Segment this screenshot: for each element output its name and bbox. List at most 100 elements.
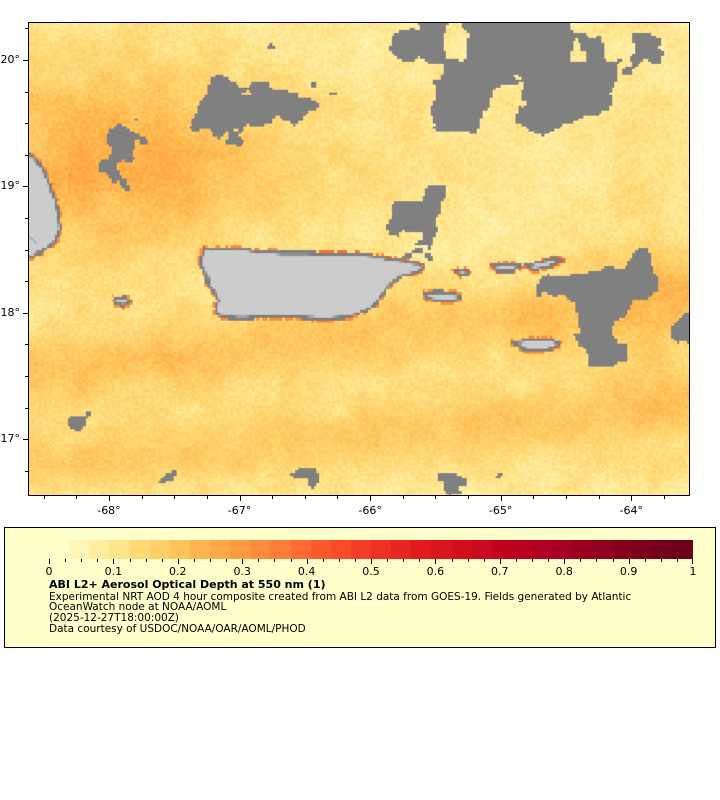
- colorbar[interactable]: [49, 540, 693, 559]
- y-tick-minor: [25, 123, 28, 124]
- colorbar-tick-minor: [97, 559, 98, 562]
- y-tick-minor: [25, 155, 28, 156]
- x-tick-minor: [664, 496, 665, 499]
- legend-credit: Data courtesy of USDOC/NOAA/OAR/AOML/PHO…: [49, 623, 306, 635]
- colorbar-tick-minor: [532, 559, 533, 562]
- x-tick-minor: [44, 496, 45, 499]
- colorbar-tick-minor: [516, 559, 517, 562]
- colorbar-tick-minor: [210, 559, 211, 562]
- colorbar-tick-minor: [291, 559, 292, 562]
- y-tick-minor: [25, 471, 28, 472]
- colorbar-tick-minor: [258, 559, 259, 562]
- colorbar-tick-major: [564, 559, 565, 564]
- legend-timestamp: (2025-12-27T18:00:00Z): [49, 612, 179, 624]
- y-tick-minor: [25, 376, 28, 377]
- legend-panel: 0 0.1 0.2 0.3 0.4 0.5 0.6 0.7 0.8 0.9 1 ABI L2+ Ae…: [4, 527, 716, 648]
- colorbar-tick-minor: [613, 559, 614, 562]
- y-tick-minor: [25, 408, 28, 409]
- aod-raster-canvas: [29, 23, 689, 495]
- colorbar-tick-minor: [452, 559, 453, 562]
- x-tick-major: [240, 496, 241, 501]
- x-axis-label: -64°: [619, 504, 643, 517]
- y-tick-major: [23, 60, 28, 61]
- colorbar-tick-major: [113, 559, 114, 564]
- colorbar-tick-label: 0.2: [169, 565, 187, 578]
- colorbar-tick-minor: [548, 559, 549, 562]
- colorbar-tick-minor: [645, 559, 646, 562]
- map-plot-area[interactable]: [28, 22, 690, 496]
- colorbar-tick-minor: [580, 559, 581, 562]
- x-tick-major: [501, 496, 502, 501]
- x-axis-label: -67°: [227, 504, 252, 517]
- colorbar-tick-minor: [339, 559, 340, 562]
- x-tick-major: [109, 496, 110, 501]
- x-tick-minor: [599, 496, 600, 499]
- y-tick-major: [23, 186, 28, 187]
- x-axis-label: -66°: [358, 504, 382, 517]
- x-axis-label: -65°: [488, 504, 513, 517]
- y-tick-minor: [25, 344, 28, 345]
- colorbar-tick-label: 0.9: [619, 565, 638, 578]
- colorbar-tick-minor: [661, 559, 662, 562]
- y-tick-major: [23, 313, 28, 314]
- colorbar-tick-label: 0.3: [233, 565, 251, 578]
- x-tick-minor: [272, 496, 273, 499]
- colorbar-tick-minor: [130, 559, 131, 562]
- colorbar-tick-minor: [387, 559, 388, 562]
- colorbar-tick-minor: [403, 559, 404, 562]
- colorbar-tick-minor: [81, 559, 82, 562]
- colorbar-tick-major: [307, 559, 308, 564]
- colorbar-tick-label: 0.7: [491, 565, 509, 578]
- colorbar-tick-minor: [419, 559, 420, 562]
- colorbar-tick-major: [629, 559, 630, 564]
- x-tick-minor: [435, 496, 436, 499]
- y-tick-minor: [25, 28, 28, 29]
- x-tick-minor: [174, 496, 175, 499]
- x-tick-minor: [207, 496, 208, 499]
- colorbar-tick-label: 0.6: [426, 565, 445, 578]
- colorbar-gradient: [49, 540, 693, 559]
- x-tick-minor: [142, 496, 143, 499]
- colorbar-tick-label: 0.8: [555, 565, 573, 578]
- y-tick-major: [23, 439, 28, 440]
- colorbar-tick-minor: [484, 559, 485, 562]
- colorbar-tick-major: [371, 559, 372, 564]
- colorbar-tick-label: 0.5: [362, 565, 380, 578]
- x-tick-minor: [403, 496, 404, 499]
- y-axis-label: 19°: [0, 179, 21, 193]
- x-tick-minor: [76, 496, 77, 499]
- colorbar-tick-minor: [146, 559, 147, 562]
- x-tick-major: [631, 496, 632, 501]
- x-tick-minor: [337, 496, 338, 499]
- colorbar-tick-minor: [468, 559, 469, 562]
- y-tick-minor: [25, 250, 28, 251]
- colorbar-tick-minor: [65, 559, 66, 562]
- legend-title: ABI L2+ Aerosol Optical Depth at 550 nm …: [49, 578, 326, 591]
- x-tick-major: [370, 496, 371, 501]
- x-tick-minor: [305, 496, 306, 499]
- colorbar-tick-label: 0.1: [104, 565, 123, 578]
- colorbar-tick-minor: [355, 559, 356, 562]
- y-tick-minor: [25, 218, 28, 219]
- x-tick-minor: [566, 496, 567, 499]
- y-axis-label: 17°: [0, 432, 21, 446]
- y-axis-label: 18°: [0, 305, 21, 319]
- colorbar-tick-minor: [274, 559, 275, 562]
- colorbar-tick-label: 1: [689, 565, 697, 578]
- colorbar-tick-minor: [226, 559, 227, 562]
- colorbar-tick-major: [178, 559, 179, 564]
- y-axis-label: 20°: [0, 52, 21, 66]
- colorbar-tick-minor: [194, 559, 195, 562]
- colorbar-tick-minor: [677, 559, 678, 562]
- legend-description-line-2: OceanWatch node at NOAA/AOML: [49, 601, 227, 613]
- x-axis-label: -68°: [97, 504, 121, 517]
- colorbar-tick-label: 0: [45, 565, 53, 578]
- legend-description-line-1: Experimental NRT AOD 4 hour composite cr…: [49, 591, 632, 603]
- colorbar-tick-major: [49, 559, 50, 564]
- colorbar-tick-major: [692, 559, 693, 564]
- x-tick-minor: [533, 496, 534, 499]
- colorbar-tick-major: [500, 559, 501, 564]
- y-tick-minor: [25, 281, 28, 282]
- colorbar-tick-major: [435, 559, 436, 564]
